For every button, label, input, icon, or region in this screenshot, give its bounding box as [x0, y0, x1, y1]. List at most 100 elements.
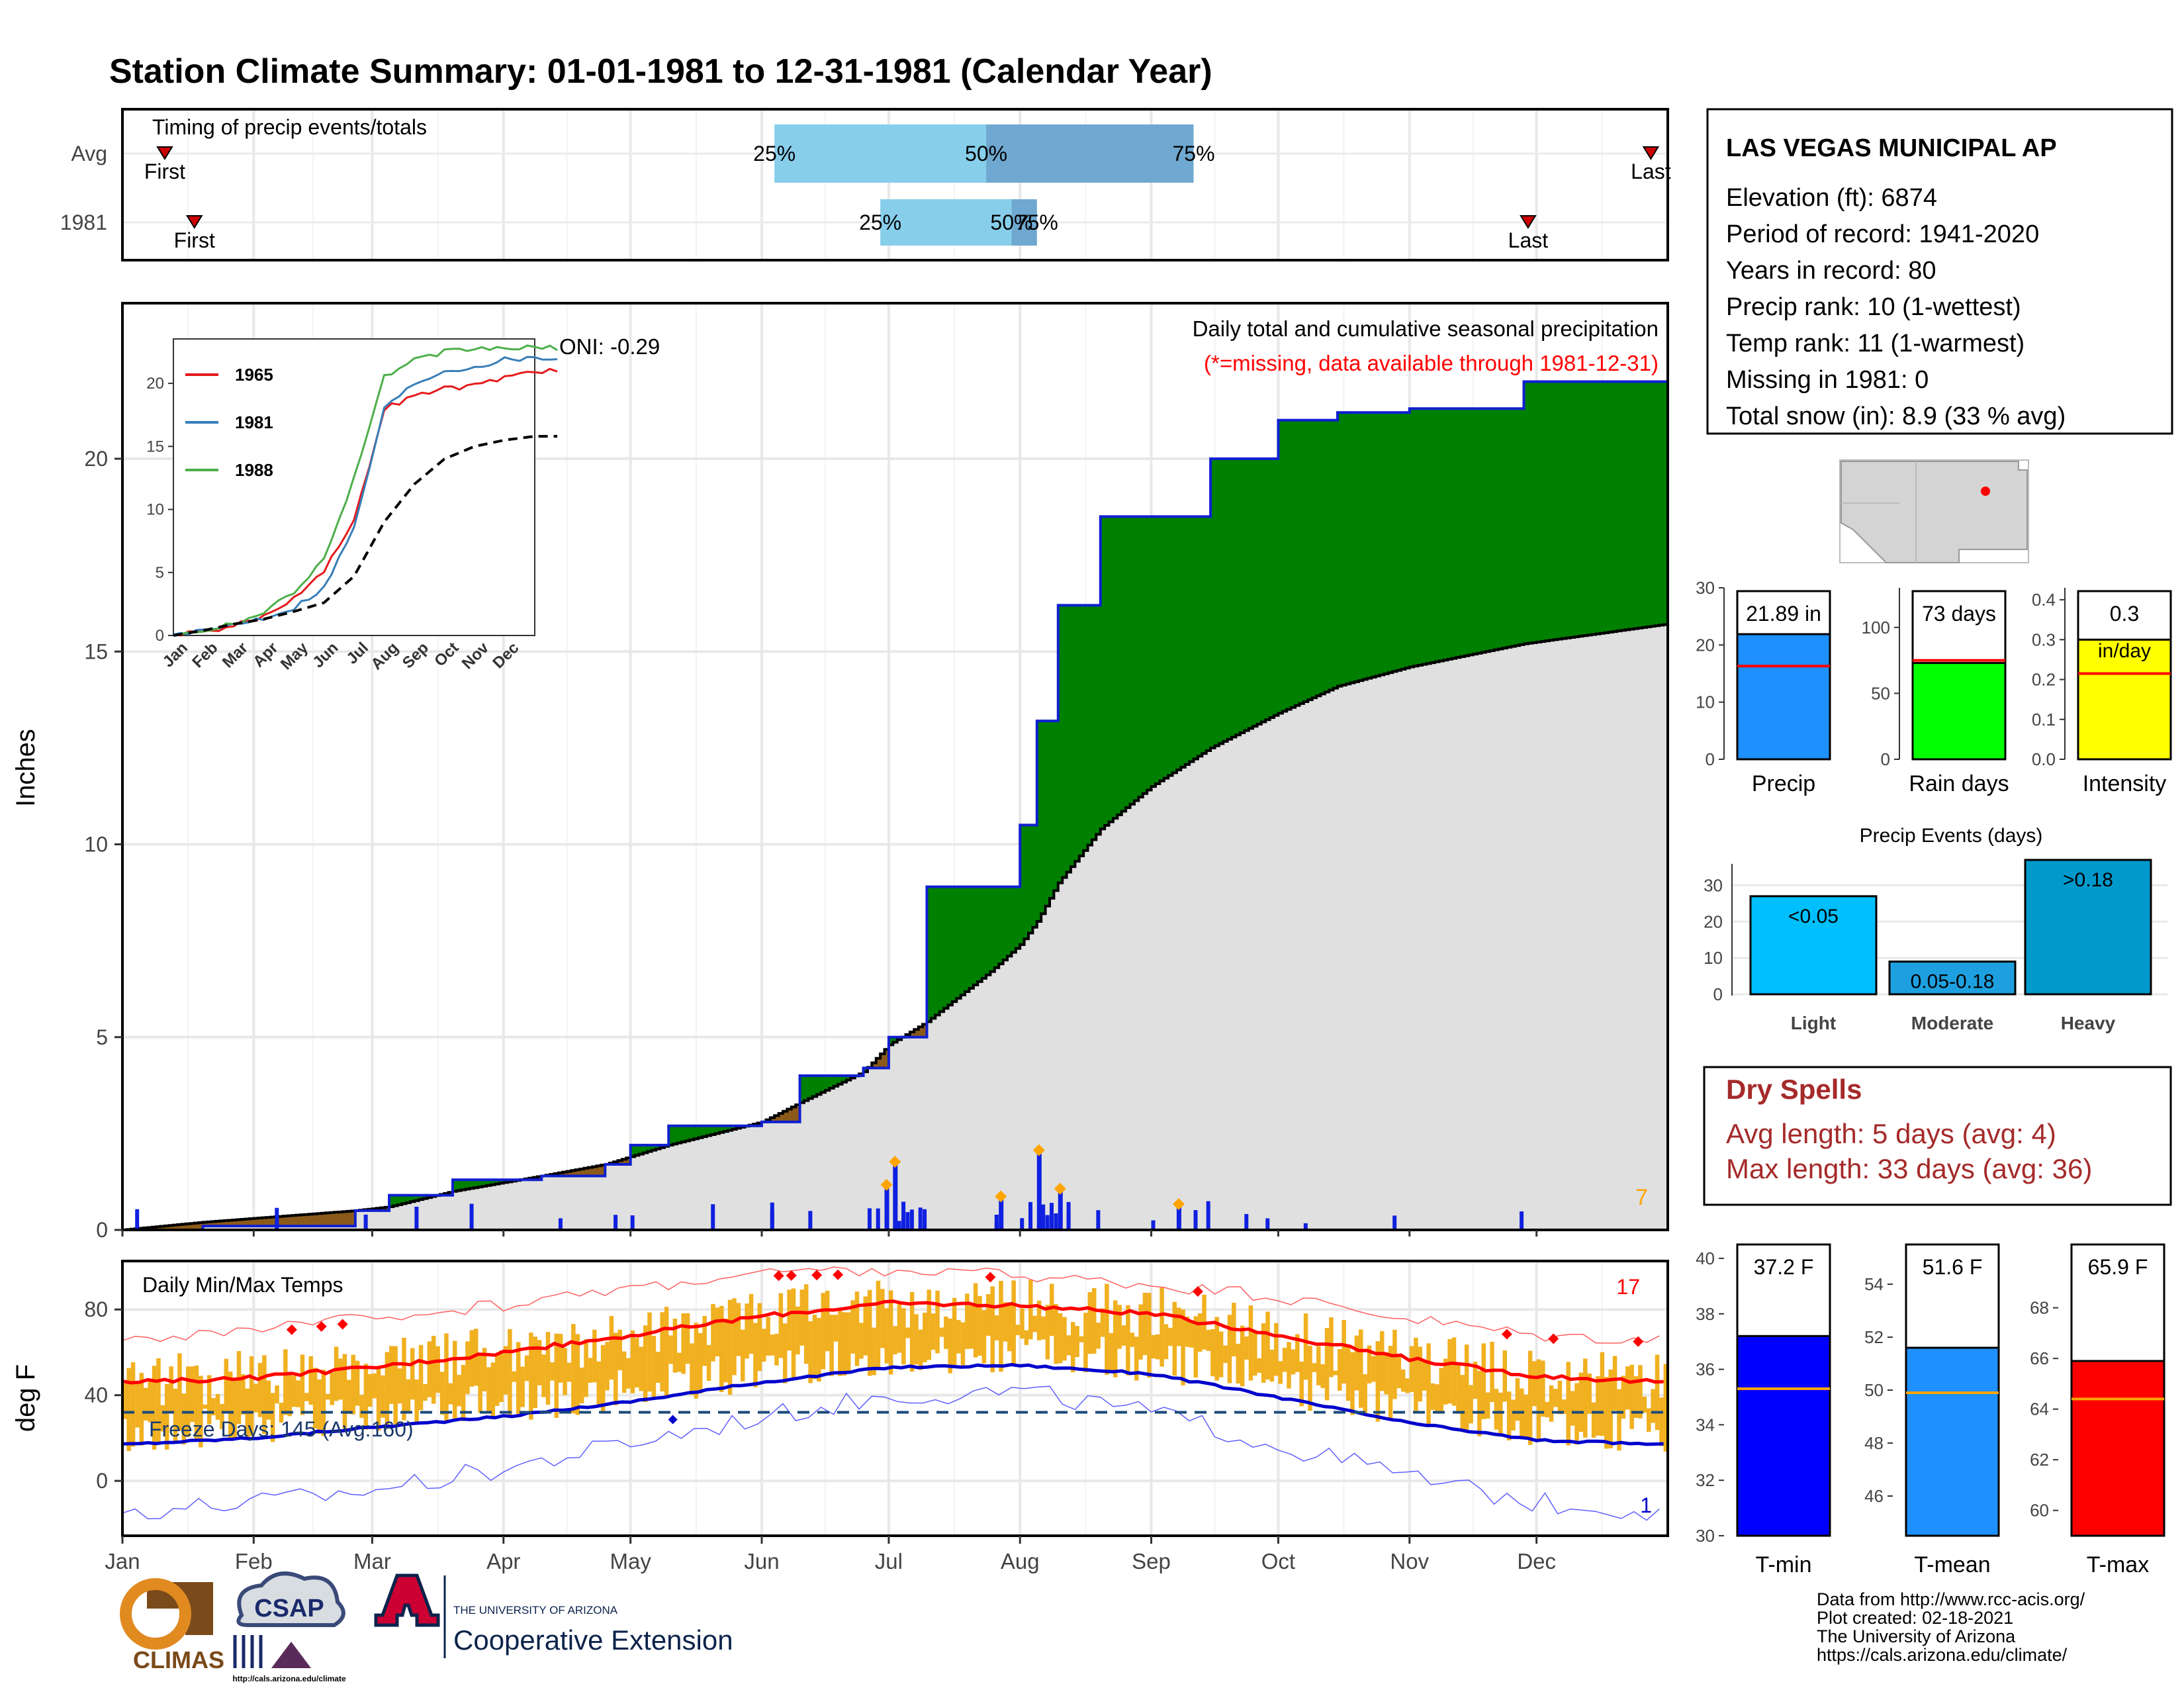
daily-temp-bar — [1329, 1317, 1334, 1378]
daily-temp-bar — [550, 1362, 555, 1381]
record-high-marker — [316, 1321, 327, 1332]
below-avg-fill — [621, 1159, 627, 1164]
daily-precip-peak-marker — [1054, 1182, 1066, 1195]
below-avg-fill — [169, 1225, 174, 1230]
daily-temp-bar — [1541, 1360, 1545, 1417]
daily-temp-bar — [1638, 1365, 1643, 1419]
daily-temp-bar — [1604, 1377, 1609, 1449]
daily-temp-bar — [706, 1344, 711, 1382]
daily-temp-bar — [846, 1312, 851, 1372]
below-avg-fill — [190, 1223, 195, 1230]
daily-temp-bar — [617, 1329, 622, 1370]
daily-temp-bar — [1147, 1293, 1152, 1378]
below-avg-fill — [796, 1105, 801, 1122]
timing-q50-label: 50% — [965, 142, 1007, 165]
above-avg-fill — [635, 1145, 640, 1156]
daily-temp-bar — [1282, 1348, 1287, 1372]
daily-precip-bar — [275, 1207, 279, 1230]
below-avg-fill — [757, 1123, 762, 1126]
above-avg-fill — [681, 1125, 686, 1143]
temp-summary-tick-label: 52 — [1864, 1327, 1884, 1347]
above-avg-fill — [1536, 381, 1541, 642]
dry-spells-title: Dry Spells — [1726, 1074, 1862, 1105]
daily-temp-bar — [1502, 1350, 1508, 1402]
daily-precip-bar — [363, 1214, 368, 1230]
daily-temp-bar — [1587, 1374, 1592, 1414]
temp-hot-count: 17 — [1616, 1275, 1640, 1299]
daily-temp-bar — [778, 1293, 784, 1358]
above-avg-fill — [1345, 412, 1351, 684]
daily-temp-bar — [766, 1317, 770, 1356]
above-avg-fill — [825, 1076, 830, 1091]
above-avg-fill — [960, 886, 966, 996]
daily-temp-bar — [770, 1335, 775, 1356]
below-avg-fill — [918, 1027, 923, 1037]
daily-temp-bar — [185, 1366, 191, 1437]
daily-temp-bar — [1583, 1358, 1588, 1438]
temp-summary-tick-label: 40 — [1696, 1248, 1715, 1268]
below-avg-fill — [778, 1113, 784, 1122]
below-avg-fill — [203, 1222, 208, 1227]
above-avg-fill — [1443, 408, 1448, 661]
timing-last-label: Last — [1631, 160, 1671, 183]
above-avg-fill — [893, 1037, 898, 1043]
above-avg-fill — [1036, 721, 1042, 921]
record-high-marker — [337, 1319, 348, 1330]
below-avg-fill — [600, 1165, 606, 1176]
below-avg-fill — [160, 1226, 165, 1230]
daily-temp-bar — [1003, 1302, 1008, 1342]
daily-temp-bar — [1469, 1385, 1473, 1424]
timing-last-marker — [1520, 215, 1537, 229]
daily-temp-bar — [969, 1305, 974, 1349]
daily-temp-bar — [935, 1290, 940, 1354]
above-avg-fill — [1570, 381, 1575, 637]
above-avg-fill — [1024, 825, 1029, 939]
daily-temp-bar — [1244, 1336, 1249, 1360]
daily-temp-bar — [397, 1368, 402, 1404]
daily-temp-bar — [1536, 1359, 1541, 1440]
above-avg-fill — [1278, 420, 1283, 714]
daily-temp-bar — [1418, 1346, 1423, 1402]
summary-tick-label: 0.1 — [2032, 710, 2056, 729]
above-avg-fill — [1338, 412, 1343, 686]
daily-temp-bar — [545, 1332, 551, 1405]
daily-temp-bar — [224, 1358, 229, 1413]
above-avg-fill — [1566, 381, 1571, 638]
station-info-box: LAS VEGAS MUNICIPAL AP Elevation (ft): 6… — [1706, 108, 2173, 435]
daily-temp-bar — [1117, 1305, 1122, 1349]
above-avg-fill — [478, 1180, 483, 1188]
above-avg-fill — [978, 886, 983, 982]
above-avg-fill — [1430, 408, 1435, 663]
daily-temp-bar — [473, 1329, 478, 1386]
daily-temp-bar — [1193, 1316, 1199, 1378]
daily-temp-bar — [241, 1374, 246, 1415]
month-tick-label: Apr — [486, 1549, 520, 1573]
daily-temp-bar — [1625, 1366, 1630, 1410]
below-avg-fill — [338, 1211, 343, 1227]
credit-line: Plot created: 02-18-2021 — [1817, 1608, 2013, 1628]
daily-temp-bar — [228, 1371, 233, 1441]
daily-temp-bar — [592, 1329, 597, 1383]
above-avg-fill — [1232, 459, 1237, 737]
daily-precip-bar — [897, 1221, 901, 1230]
above-avg-fill — [1502, 408, 1508, 649]
daily-precip-peak-marker — [889, 1155, 901, 1168]
month-tick-label: Oct — [1261, 1549, 1295, 1573]
daily-temp-bar — [863, 1296, 868, 1356]
below-avg-fill — [334, 1212, 339, 1227]
record-high-marker — [786, 1270, 797, 1281]
above-avg-fill — [799, 1076, 805, 1103]
above-avg-fill — [1142, 516, 1148, 794]
climas-logo: CLIMAS — [120, 1578, 224, 1673]
daily-temp-bar — [575, 1334, 580, 1415]
daily-temp-bar — [1041, 1316, 1046, 1340]
month-tick-label: Jul — [875, 1549, 903, 1573]
below-avg-fill — [185, 1223, 191, 1230]
temp-cold-count: 1 — [1640, 1493, 1652, 1517]
above-avg-fill — [1511, 408, 1516, 647]
above-avg-fill — [1091, 605, 1097, 840]
above-avg-fill — [1193, 516, 1199, 759]
daily-temp-bar — [563, 1348, 567, 1395]
daily-temp-bar — [1058, 1313, 1063, 1364]
below-avg-fill — [914, 1029, 919, 1037]
